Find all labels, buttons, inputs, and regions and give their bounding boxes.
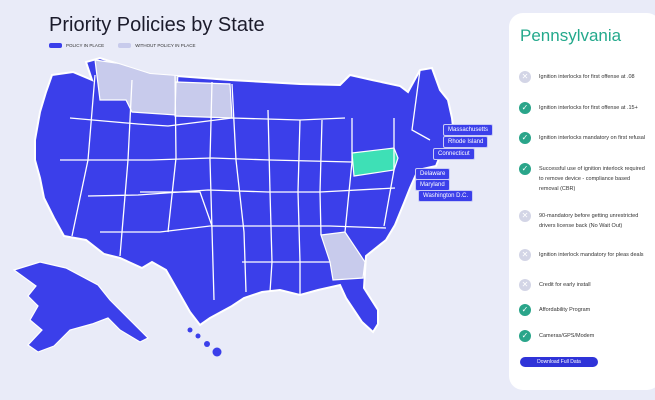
policy-item: ✕ 90-mandatory before getting unrestrict… [519,210,649,231]
us-map [12,56,456,357]
callout-maryland[interactable]: Maryland [415,179,450,191]
download-full-data-button[interactable]: Download Full Data [520,357,598,367]
callout-massachusetts[interactable]: Massachusetts [443,124,494,136]
x-icon: ✕ [519,279,531,291]
check-icon: ✓ [519,132,531,144]
policy-item: ✕ Ignition interlock mandatory for pleas… [519,249,649,261]
policy-item: ✓ Cameras/GPS/Modem [519,330,649,342]
x-icon: ✕ [519,210,531,222]
policy-text: Cameras/GPS/Modem [539,333,595,339]
policy-item: ✓ Ignition interlocks mandatory on first… [519,132,649,144]
page-title: Priority Policies by State [49,14,265,36]
legend-swatch-policy [49,43,62,48]
legend-label-policy: POLICY IN PLACE [66,43,105,48]
legend-item-no-policy: WITHOUT POLICY IN PLACE [118,43,196,48]
callout-washington-dc[interactable]: Washington D.C. [418,190,474,202]
check-icon: ✓ [519,163,531,175]
policy-text: 90-mandatory before getting unrestricted… [539,213,639,229]
callout-connecticut[interactable]: Connecticut [433,148,475,160]
policy-item: ✕ Credit for early install [519,279,649,291]
policy-item: ✓ Ignition interlocks for first offense … [519,102,649,114]
state-pennsylvania[interactable] [351,147,399,177]
map-legend: POLICY IN PLACE WITHOUT POLICY IN PLACE [49,43,196,48]
state-borders [60,69,431,301]
policy-text: Ignition interlock mandatory for pleas d… [539,252,644,258]
legend-swatch-no-policy [118,43,132,48]
policy-item: ✕ Ignition interlocks for first offense … [519,71,649,83]
policy-text: Successful use of ignition interlock req… [539,166,645,192]
us-map-svg [12,56,456,357]
check-icon: ✓ [519,304,531,316]
policy-text: Ignition interlocks mandatory on first r… [539,135,646,141]
policy-item: ✓ Affordability Program [519,304,649,316]
policy-text: Ignition interlocks for first offense at… [539,105,638,111]
state-north-dakota[interactable] [174,81,233,119]
state-detail-panel: Pennsylvania ✕ Ignition interlocks for f… [509,13,655,390]
x-icon: ✕ [519,249,531,261]
panel-state-title: Pennsylvania [520,26,622,45]
callout-rhode-island[interactable]: Rhode Island [443,136,489,148]
check-icon: ✓ [519,330,531,342]
x-icon: ✕ [519,71,531,83]
legend-label-no-policy: WITHOUT POLICY IN PLACE [135,43,196,48]
check-icon: ✓ [519,102,531,114]
policy-text: Affordability Program [539,307,591,313]
legend-item-policy: POLICY IN PLACE [49,43,104,48]
state-hawaii[interactable] [187,327,222,357]
policy-text: Ignition interlocks for first offense at… [539,74,635,80]
state-alaska[interactable] [12,261,150,353]
policy-text: Credit for early install [539,282,591,288]
policy-item: ✓ Successful use of ignition interlock r… [519,163,649,194]
